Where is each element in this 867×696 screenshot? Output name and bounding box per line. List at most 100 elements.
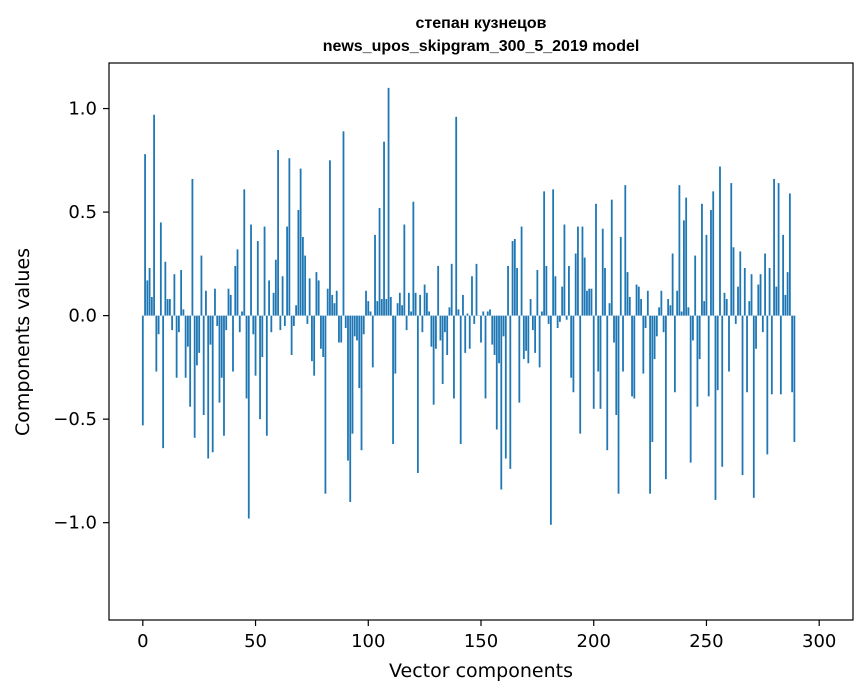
bar-61 (279, 315, 282, 331)
bar-195 (581, 226, 584, 316)
bar-205 (604, 267, 606, 316)
bar-19 (184, 315, 187, 378)
bar-66 (290, 315, 293, 355)
bar-261 (730, 183, 733, 316)
bar-42 (236, 249, 239, 316)
bar-197 (586, 290, 588, 316)
bar-225 (649, 315, 651, 494)
bar-127 (428, 311, 431, 316)
bar-168 (520, 226, 523, 316)
bar-130 (435, 315, 437, 349)
bar-246 (696, 315, 699, 407)
bar-185 (559, 315, 561, 322)
bar-188 (565, 315, 568, 320)
bar-153 (486, 311, 489, 316)
bar-251 (707, 315, 710, 397)
bar-1 (144, 154, 146, 316)
bar-124 (421, 315, 424, 333)
bar-12 (168, 299, 171, 316)
bar-212 (619, 236, 622, 316)
bar-152 (484, 315, 487, 399)
bar-134 (444, 315, 446, 333)
bar-189 (568, 265, 570, 316)
bar-119 (410, 311, 413, 316)
bar-3 (148, 267, 151, 316)
bar-39 (229, 294, 232, 316)
bar-27 (202, 315, 205, 416)
bar-280 (773, 178, 775, 316)
bar-218 (633, 315, 636, 399)
bar-157 (495, 315, 498, 430)
bar-110 (389, 296, 392, 316)
bar-109 (387, 87, 390, 316)
bar-176 (538, 315, 541, 368)
bar-193 (577, 226, 579, 316)
bar-214 (624, 185, 627, 316)
bar-94 (353, 315, 356, 337)
x-tick-label: 250 (689, 631, 723, 652)
bar-101 (369, 311, 372, 316)
y-axis-label: Components values (12, 248, 34, 436)
bar-169 (522, 315, 525, 360)
bar-117 (405, 315, 408, 331)
bar-226 (651, 315, 654, 442)
bar-161 (504, 315, 507, 459)
bar-51 (256, 241, 259, 316)
bar-23 (193, 315, 196, 438)
bar-49 (252, 315, 255, 335)
bar-26 (200, 255, 203, 316)
bar-33 (216, 315, 219, 326)
bar-38 (227, 288, 230, 316)
bar-64 (286, 226, 289, 316)
bar-158 (498, 315, 500, 364)
bar-63 (283, 315, 286, 326)
x-tick-label: 300 (802, 631, 836, 652)
bar-128 (430, 315, 433, 347)
bar-79 (320, 315, 322, 349)
bar-85 (333, 303, 336, 316)
bar-44 (241, 311, 243, 316)
bar-159 (500, 315, 503, 490)
bar-267 (743, 267, 746, 316)
bar-72 (304, 255, 307, 316)
bar-256 (719, 166, 721, 316)
bar-275 (761, 315, 764, 333)
bar-77 (315, 272, 318, 316)
bar-276 (764, 253, 766, 316)
bar-196 (583, 257, 586, 316)
bar-200 (592, 315, 595, 409)
bar-59 (274, 259, 277, 316)
bar-156 (493, 315, 496, 355)
bar-164 (511, 241, 514, 316)
bar-137 (450, 263, 453, 316)
bar-65 (288, 158, 291, 316)
bar-264 (737, 286, 739, 316)
bar-167 (518, 315, 521, 403)
bar-114 (398, 292, 401, 316)
bar-254 (714, 315, 717, 500)
bar-238 (678, 185, 681, 316)
bar-24 (196, 315, 198, 366)
bar-155 (491, 315, 494, 345)
bar-209 (613, 315, 615, 343)
bar-165 (513, 239, 516, 316)
bar-37 (225, 315, 228, 331)
bar-286 (786, 272, 789, 316)
bar-231 (662, 315, 665, 333)
bar-242 (687, 307, 690, 316)
bar-133 (441, 315, 444, 384)
bar-84 (331, 294, 334, 316)
bar-228 (655, 315, 658, 337)
bar-54 (263, 226, 266, 316)
bar-262 (732, 247, 735, 316)
bar-216 (628, 296, 631, 316)
bar-97 (360, 315, 363, 451)
bar-281 (775, 286, 778, 316)
bar-268 (746, 315, 748, 393)
bar-102 (371, 315, 374, 368)
bar-106 (380, 299, 383, 316)
bar-243 (689, 315, 692, 463)
bar-56 (268, 280, 270, 316)
bar-198 (588, 288, 591, 316)
bar-182 (552, 189, 555, 316)
